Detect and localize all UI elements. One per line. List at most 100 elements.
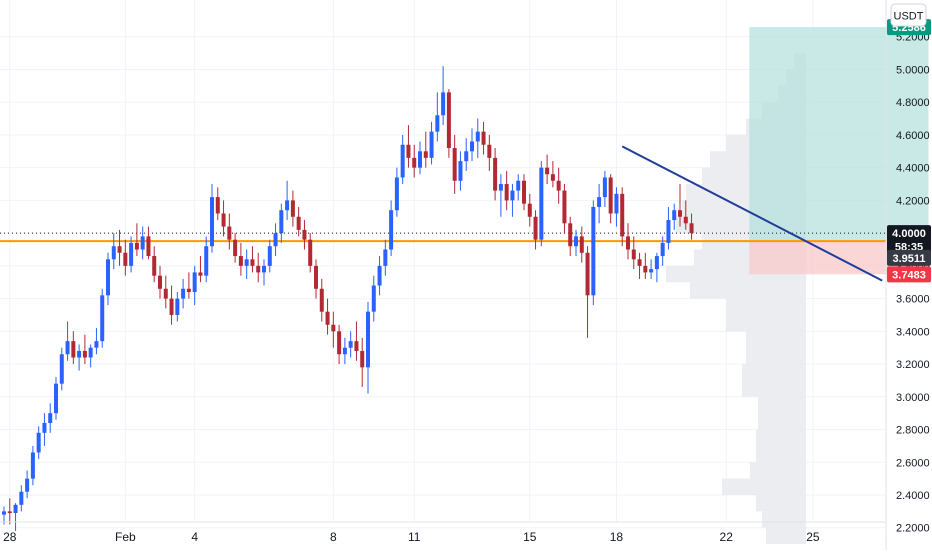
candle: [394, 167, 399, 217]
candle-body: [227, 226, 232, 240]
candle: [354, 321, 359, 361]
candle-body: [308, 239, 313, 266]
candle: [666, 206, 671, 250]
candle-body: [325, 311, 330, 325]
candle: [296, 206, 301, 237]
candle: [250, 246, 255, 273]
candle: [446, 89, 451, 158]
y-axis-labels: 2.2000 2.4000 2.6000 2.8000 3.0000 3.2000 3.40…: [896, 32, 930, 535]
y-tick-label: 2.4000: [896, 490, 930, 502]
candle-body: [123, 252, 128, 266]
candle-body: [637, 259, 642, 266]
candle-body: [13, 504, 18, 513]
axes: [0, 0, 887, 550]
candle-body: [262, 265, 266, 273]
candle: [516, 174, 521, 201]
candle: [487, 134, 492, 171]
volume-profile-bar: [726, 298, 806, 332]
x-tick-label: 11: [408, 530, 421, 544]
candle: [608, 174, 613, 224]
candle-body: [279, 210, 284, 234]
candle-body: [302, 229, 307, 240]
candle-body: [36, 432, 41, 453]
candle: [423, 131, 428, 168]
x-tick-label: 4: [191, 530, 198, 544]
candle-body: [233, 239, 238, 257]
candle-body: [458, 161, 463, 181]
candle: [186, 272, 191, 299]
candle: [13, 503, 18, 531]
candle-body: [2, 511, 6, 515]
candle-body: [412, 157, 417, 168]
y-tick-label: 3.4000: [896, 326, 930, 338]
candle-body: [498, 184, 503, 191]
candle-body: [678, 210, 682, 217]
candle: [579, 226, 584, 263]
volume-profile-bar: [746, 331, 806, 365]
candle: [140, 226, 145, 260]
candle: [337, 324, 342, 365]
candle: [412, 144, 417, 178]
candle: [158, 265, 162, 299]
candle-body: [654, 256, 659, 270]
candle: [256, 252, 261, 283]
candle-body: [487, 144, 492, 158]
price-tag-bg: [887, 249, 931, 266]
candle: [175, 292, 180, 322]
candle: [614, 187, 619, 227]
candle: [481, 121, 486, 155]
descending-trendline: [621, 145, 883, 282]
candle-body: [626, 236, 630, 250]
candle: [649, 259, 654, 279]
candle: [429, 121, 434, 165]
x-tick-label: 15: [523, 530, 537, 544]
candle: [568, 216, 573, 257]
candle: [504, 170, 509, 211]
volume-profile-bar: [742, 364, 806, 397]
candle-body: [470, 141, 474, 152]
candle: [19, 485, 24, 512]
price-tag-label: 3.7483: [892, 269, 926, 281]
candle-body: [25, 478, 30, 492]
candle: [452, 134, 457, 194]
volume-profile-bar: [762, 511, 806, 528]
candle-body: [100, 295, 105, 342]
candle-body: [452, 148, 457, 181]
candle-body: [256, 265, 261, 273]
candle-body: [464, 151, 469, 162]
volume-profile-bar: [766, 527, 806, 545]
candle: [30, 445, 35, 486]
candle-body: [59, 354, 64, 384]
trendline[interactable]: [621, 145, 883, 282]
volume-profile-bar: [722, 478, 806, 495]
candle: [308, 233, 313, 273]
candle: [637, 252, 642, 279]
candle: [48, 403, 53, 433]
volume-profile-bar: [756, 429, 806, 463]
candle-body: [181, 288, 186, 299]
volume-profile-bar: [750, 462, 806, 479]
candle: [59, 347, 64, 391]
candle-body: [42, 422, 47, 433]
candle-body: [550, 174, 555, 181]
candle-body: [250, 259, 255, 266]
y-tick-label: 3.2000: [896, 359, 930, 371]
candle: [227, 213, 232, 250]
candle: [545, 154, 550, 185]
y-tick-label: 5.0000: [896, 64, 930, 76]
currency-button[interactable]: USDT: [890, 3, 927, 27]
candle: [331, 311, 336, 348]
candle-body: [406, 144, 411, 158]
candle-body: [579, 236, 584, 253]
candle-body: [418, 151, 422, 168]
candle: [389, 200, 394, 257]
candle-body: [348, 341, 353, 348]
candle: [660, 236, 665, 266]
price-tag-label: 3.9511: [892, 253, 925, 265]
x-tick-label: 22: [720, 530, 734, 544]
candle: [111, 233, 116, 270]
candle-body: [481, 131, 486, 145]
candle-body: [146, 236, 151, 257]
